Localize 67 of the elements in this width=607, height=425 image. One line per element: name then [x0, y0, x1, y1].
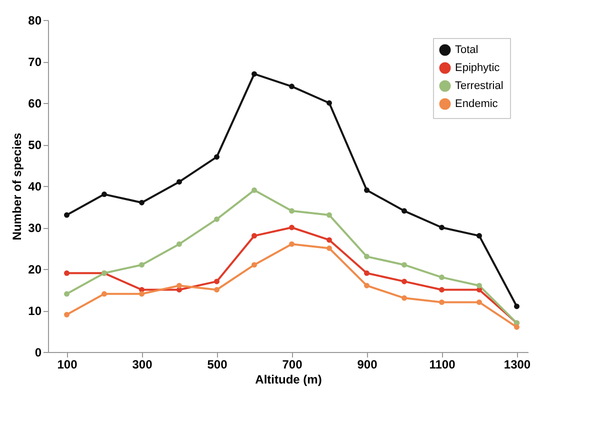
point — [176, 282, 182, 288]
x-tick-label: 700 — [282, 358, 303, 372]
point — [439, 274, 444, 280]
y-tick-label: 30 — [28, 221, 42, 235]
point — [326, 237, 332, 243]
point — [476, 233, 482, 239]
legend-label: Terrestrial — [455, 80, 504, 92]
point — [139, 291, 144, 297]
x-tick-label: 900 — [357, 358, 378, 372]
point — [102, 291, 107, 297]
point — [102, 192, 107, 198]
y-tick-label: 50 — [28, 138, 42, 152]
y-tick-label: 10 — [28, 304, 42, 318]
point — [214, 278, 220, 284]
y-tick-label: 40 — [28, 180, 42, 194]
point — [402, 295, 407, 301]
point — [64, 270, 70, 276]
point — [514, 324, 520, 330]
y-tick-label: 0 — [34, 346, 42, 360]
legend-label: Endemic — [455, 98, 498, 110]
point — [289, 208, 294, 214]
x-tick-label: 1300 — [504, 358, 531, 372]
y-tick-label: 60 — [28, 96, 42, 110]
point — [326, 100, 332, 106]
point — [64, 291, 70, 297]
x-tick-label: 1100 — [429, 358, 456, 372]
point — [289, 224, 294, 230]
point — [214, 154, 220, 160]
legend-label: Epiphytic — [455, 62, 500, 74]
point — [514, 304, 520, 310]
x-axis-title: Altitude (m) — [255, 372, 322, 386]
point — [402, 278, 407, 284]
point — [252, 71, 257, 77]
point — [364, 282, 370, 288]
point — [64, 312, 70, 318]
point — [214, 287, 220, 292]
point — [252, 262, 257, 268]
point — [64, 212, 70, 218]
point — [326, 246, 332, 251]
x-tick-label: 300 — [132, 358, 153, 372]
point — [252, 187, 257, 193]
point — [176, 241, 182, 247]
point — [289, 84, 294, 90]
point — [364, 254, 370, 260]
point — [364, 187, 370, 193]
x-tick-label: 500 — [207, 358, 228, 372]
point — [289, 241, 294, 247]
point — [214, 216, 220, 222]
point — [439, 287, 444, 292]
point — [476, 282, 482, 288]
point — [139, 200, 144, 206]
point — [439, 224, 444, 230]
point — [139, 262, 144, 268]
point — [476, 299, 482, 305]
y-tick-label: 80 — [28, 14, 42, 28]
y-axis-title: Number of species — [10, 132, 24, 240]
point — [402, 262, 407, 268]
y-tick-label: 20 — [28, 262, 42, 276]
point — [439, 299, 444, 305]
point — [364, 270, 370, 276]
y-tick-label: 70 — [28, 55, 42, 69]
x-tick-label: 100 — [57, 358, 78, 372]
point — [176, 179, 182, 185]
point — [402, 208, 407, 214]
point — [252, 233, 257, 239]
legend-label: Total — [455, 44, 478, 56]
point — [326, 212, 332, 218]
